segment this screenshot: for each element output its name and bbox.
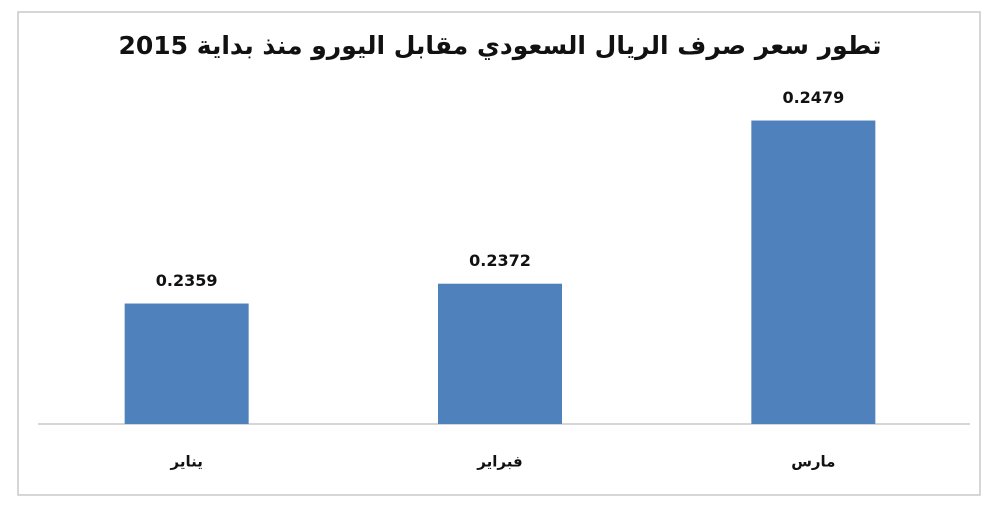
bar — [438, 283, 562, 424]
bar — [751, 120, 876, 425]
data-label: 0.2359 — [156, 271, 218, 290]
bar — [124, 303, 249, 424]
x-tick-label: فبراير — [476, 453, 522, 471]
data-label: 0.2479 — [782, 88, 844, 107]
x-tick-label: مارس — [791, 453, 835, 471]
x-tick-label: يناير — [169, 453, 202, 471]
data-label: 0.2372 — [469, 251, 531, 270]
chart-title: تطور سعر صرف الريال السعودي مقابل اليورو… — [118, 31, 881, 61]
